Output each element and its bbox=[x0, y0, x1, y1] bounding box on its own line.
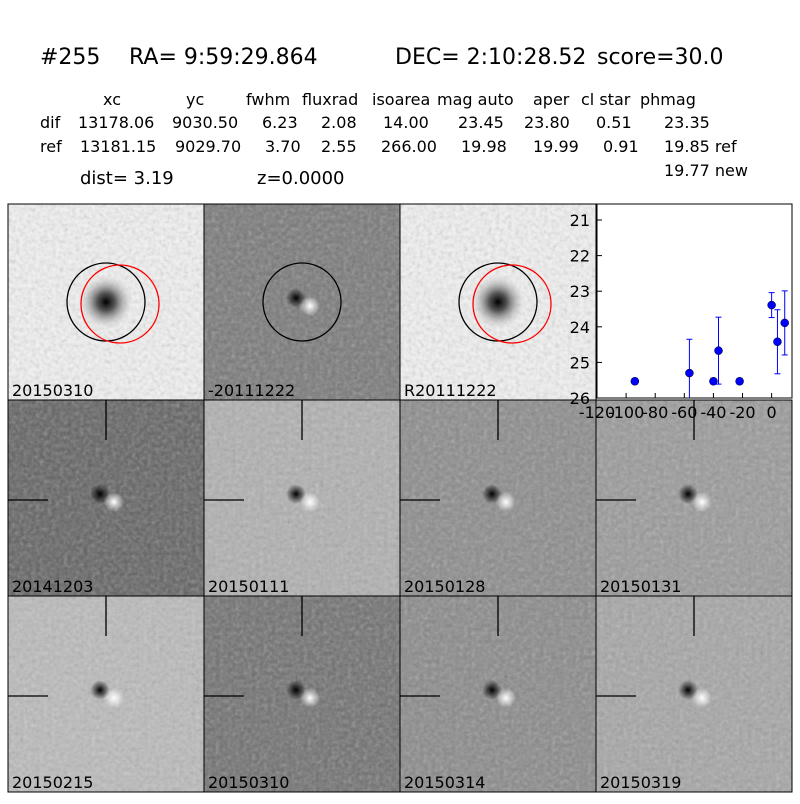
x-tick-label: -60 bbox=[671, 403, 697, 422]
x-tick-label: -80 bbox=[642, 403, 668, 422]
stamp-label: 20150215 bbox=[12, 773, 93, 792]
table-cell: 0.51 bbox=[596, 113, 632, 132]
data-point bbox=[767, 300, 776, 310]
image-stamp: 20150215 bbox=[7, 595, 205, 793]
data-point bbox=[709, 377, 718, 386]
image-stamp: 20150314 bbox=[399, 595, 597, 793]
table-cell: 23.35 bbox=[664, 113, 710, 132]
y-tick-label: 23 bbox=[570, 282, 590, 301]
stamp-label: 20141203 bbox=[12, 577, 93, 596]
x-tick-label: -100 bbox=[608, 403, 644, 422]
stamp-label: 20150314 bbox=[404, 773, 485, 792]
stamp-label: 20150131 bbox=[600, 577, 681, 596]
y-tick-label: 21 bbox=[570, 211, 590, 230]
table-cell: 3.70 bbox=[265, 137, 301, 156]
table-note: 19.77 new bbox=[664, 161, 748, 180]
stamp-label: 20150319 bbox=[600, 773, 681, 792]
data-point bbox=[685, 368, 694, 378]
image-stamp: -20111222 bbox=[203, 203, 401, 401]
x-tick-label: -120 bbox=[579, 403, 615, 422]
table-cell: 23.45 bbox=[458, 113, 504, 132]
stamp-label: -20111222 bbox=[208, 381, 295, 400]
table-cell: 0.91 bbox=[603, 137, 639, 156]
aperture bbox=[472, 264, 552, 344]
table-cell: 13178.06 bbox=[78, 113, 154, 132]
dist: dist= 3.19 bbox=[80, 168, 174, 189]
table-cell: 14.00 bbox=[383, 113, 429, 132]
image-stamp: 20150310 bbox=[203, 595, 401, 793]
data-point bbox=[714, 346, 723, 355]
column-header: isoarea bbox=[372, 90, 430, 109]
ra: RA= 9:59:29.864 bbox=[129, 45, 318, 70]
image-stamp: R20111222 bbox=[399, 203, 597, 401]
data-point bbox=[735, 377, 744, 386]
data-point bbox=[773, 337, 782, 347]
column-header: phmag bbox=[640, 90, 696, 109]
candidate-id: #255 bbox=[40, 45, 100, 70]
dec: DEC= 2:10:28.52 bbox=[395, 45, 586, 70]
row-label: ref bbox=[40, 137, 62, 156]
column-header: xc bbox=[103, 90, 121, 109]
table-cell: 9030.50 bbox=[172, 113, 238, 132]
stamp-label: R20111222 bbox=[404, 381, 497, 400]
image-stamp: 20150128 bbox=[399, 399, 597, 597]
table-cell: 266.00 bbox=[381, 137, 437, 156]
table-cell: 2.55 bbox=[321, 137, 357, 156]
column-header: fluxrad bbox=[302, 90, 358, 109]
table-cell: 23.80 bbox=[524, 113, 570, 132]
table-cell: 2.08 bbox=[321, 113, 357, 132]
stamp-label: 20150310 bbox=[208, 773, 289, 792]
column-header: cl star bbox=[581, 90, 631, 109]
image-stamp: 20141203 bbox=[7, 399, 205, 597]
data-point bbox=[780, 318, 789, 328]
x-tick-label: -40 bbox=[700, 403, 726, 422]
x-tick-label: 0 bbox=[767, 403, 777, 422]
data-point bbox=[630, 377, 640, 386]
image-stamp: 20150111 bbox=[203, 399, 401, 597]
y-tick-label: 24 bbox=[570, 318, 590, 337]
y-tick-label: 26 bbox=[570, 389, 590, 408]
y-tick-label: 22 bbox=[570, 247, 590, 266]
table-cell: 6.23 bbox=[262, 113, 298, 132]
x-tick-label: -20 bbox=[729, 403, 755, 422]
column-header: fwhm bbox=[246, 90, 290, 109]
aperture bbox=[80, 264, 160, 344]
column-header: mag auto bbox=[437, 90, 514, 109]
stamp-label: 20150310 bbox=[12, 381, 93, 400]
image-stamp: 20150310 bbox=[7, 203, 205, 401]
stamp-label: 20150111 bbox=[208, 577, 289, 596]
stamp-label: 20150128 bbox=[404, 577, 485, 596]
plot-area bbox=[596, 203, 793, 399]
redshift: z=0.0000 bbox=[257, 168, 345, 189]
table-cell: 19.99 bbox=[533, 137, 579, 156]
column-header: yc bbox=[186, 90, 204, 109]
table-cell: 19.98 bbox=[461, 137, 507, 156]
table-cell: 19.85 ref bbox=[664, 137, 737, 156]
y-tick-label: 25 bbox=[570, 353, 590, 372]
aperture bbox=[262, 262, 342, 342]
table-cell: 9029.70 bbox=[175, 137, 241, 156]
table-cell: 13181.15 bbox=[80, 137, 156, 156]
row-label: dif bbox=[40, 113, 61, 132]
image-stamp: 20150131 bbox=[595, 399, 793, 597]
column-header: aper bbox=[533, 90, 570, 109]
score: score=30.0 bbox=[597, 45, 724, 70]
image-stamp: 20150319 bbox=[595, 595, 793, 793]
